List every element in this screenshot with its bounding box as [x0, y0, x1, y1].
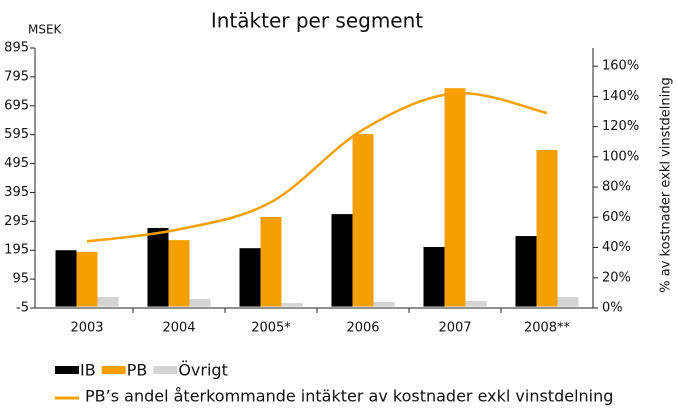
- bar: [444, 88, 466, 307]
- legend-label: IB: [80, 361, 96, 380]
- y2-tick-label: 20%: [602, 270, 631, 285]
- y2-tick-label: 140%: [602, 89, 639, 104]
- y-tick-label: 395: [4, 185, 29, 200]
- legend-label: Övrigt: [178, 361, 228, 380]
- x-tick-label: 2005*: [251, 321, 291, 336]
- bar: [281, 303, 303, 307]
- y-tick-label: 295: [4, 214, 29, 229]
- bar: [423, 247, 445, 307]
- legend-swatch: [101, 366, 126, 374]
- x-tick-label: 2003: [70, 321, 103, 336]
- y2-tick-label: 160%: [602, 59, 639, 74]
- legend-label: PB: [127, 361, 148, 380]
- legend-label: PB’s andel återkommande intäkter av kost…: [85, 387, 613, 406]
- bar: [239, 248, 261, 307]
- y-tick-label: 95: [12, 272, 29, 287]
- bar: [536, 149, 558, 307]
- bar: [168, 240, 190, 307]
- y-tick-label: 695: [4, 98, 29, 113]
- y-tick-label: -5: [16, 301, 29, 316]
- y-axis-label: MSEK: [28, 23, 63, 37]
- x-tick-label: 2008**: [524, 321, 571, 336]
- y2-tick-label: 80%: [602, 180, 631, 195]
- y-tick-label: 195: [4, 243, 29, 258]
- y2-tick-label: 40%: [602, 240, 631, 255]
- x-tick-label: 2006: [346, 321, 379, 336]
- bar: [97, 297, 119, 307]
- y-tick-label: 795: [4, 69, 29, 84]
- bar: [55, 250, 77, 307]
- bar: [147, 227, 169, 307]
- legend-swatch: [55, 366, 79, 374]
- x-tick-label: 2007: [438, 321, 471, 336]
- bar: [352, 134, 374, 307]
- line: [86, 91, 548, 243]
- y-tick-label: 595: [4, 127, 29, 142]
- y2-tick-label: 120%: [602, 119, 639, 134]
- bar: [76, 251, 98, 307]
- bar: [260, 217, 282, 307]
- bar: [331, 214, 353, 307]
- y2-axis-label: % av kostnader exkl vinstdelning: [659, 77, 674, 292]
- y-tick-label: 895: [4, 41, 29, 56]
- y-tick-label: 495: [4, 156, 29, 171]
- y2-tick-label: 0%: [602, 301, 623, 316]
- bar: [465, 301, 487, 307]
- chart-title: Intäkter per segment: [211, 9, 423, 33]
- bar: [189, 299, 211, 307]
- bar: [373, 301, 395, 307]
- y2-tick-label: 100%: [602, 149, 639, 164]
- y2-tick-label: 60%: [602, 210, 631, 225]
- bar: [515, 236, 537, 307]
- bar: [557, 297, 579, 307]
- legend-swatch: [153, 366, 178, 374]
- x-tick-label: 2004: [162, 321, 195, 336]
